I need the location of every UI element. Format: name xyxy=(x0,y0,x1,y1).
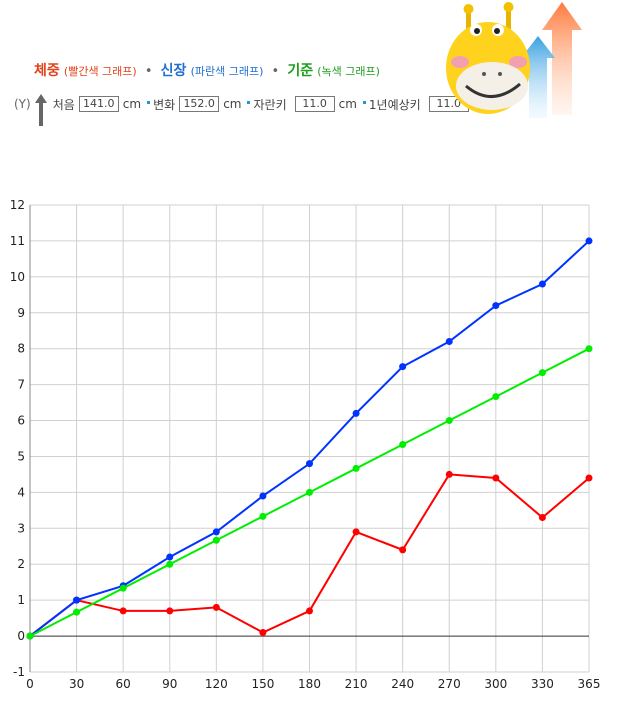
bullet-icon xyxy=(362,100,366,104)
standard-title: 기준 xyxy=(287,63,314,79)
x-tick-label: 365 xyxy=(578,677,601,691)
chart-series xyxy=(26,237,593,640)
height-note: (파란색 그래프) xyxy=(190,65,264,78)
x-tick-label: 210 xyxy=(345,677,368,691)
chart-grid xyxy=(29,204,590,673)
height-data-point xyxy=(73,596,81,604)
standard-data-point xyxy=(399,440,407,448)
y-tick-label: 3 xyxy=(17,521,25,535)
y-tick-label: 10 xyxy=(10,270,25,284)
standard-data-point xyxy=(585,345,593,353)
weight-data-point xyxy=(492,474,500,482)
height-data-point xyxy=(585,237,593,245)
up-arrow-icon xyxy=(34,94,47,126)
height-data-point xyxy=(166,553,174,561)
height-data-point xyxy=(212,528,220,536)
standard-data-point xyxy=(166,560,174,568)
y-tick-label: 7 xyxy=(17,378,25,392)
weight-data-point xyxy=(212,603,220,611)
height-data-point xyxy=(306,460,313,468)
y-tick-label: 0 xyxy=(17,629,25,643)
weight-data-point xyxy=(585,474,593,482)
growth-value-field[interactable]: 11.0 xyxy=(294,96,335,112)
weight-note: (빨간색 그래프) xyxy=(63,65,137,78)
x-tick-label: 300 xyxy=(484,677,507,691)
standard-data-point xyxy=(492,393,500,401)
legend-separator: • xyxy=(144,64,153,79)
legend-separator: • xyxy=(271,64,280,79)
y-axis-label: (Y) xyxy=(14,97,31,111)
weight-data-point xyxy=(259,628,267,636)
y-tick-label: 2 xyxy=(17,557,25,571)
y-tick-label: 6 xyxy=(17,414,25,428)
weight-data-point xyxy=(166,607,174,615)
y-tick-label: -1 xyxy=(13,665,25,679)
chart-axes xyxy=(29,205,589,672)
standard-data-point xyxy=(119,584,127,592)
first-unit: cm xyxy=(122,97,142,111)
standard-data-point xyxy=(306,488,313,496)
bullet-icon xyxy=(247,100,251,104)
weight-data-point xyxy=(538,514,546,522)
growth-info-bar: (Y) 처음 141.0 cm 변화 152.0 cm 자란키 11.0 cm … xyxy=(14,88,491,126)
y-tick-label: 9 xyxy=(17,306,25,320)
growth-unit: cm xyxy=(338,97,357,111)
standard-data-point xyxy=(259,512,267,520)
standard-data-point xyxy=(445,417,453,425)
weight-data-point xyxy=(352,528,360,536)
height-data-point xyxy=(445,338,453,346)
height-data-point xyxy=(538,280,546,288)
first-value-field[interactable]: 141.0 xyxy=(78,96,119,112)
standard-data-point xyxy=(26,632,34,640)
weight-data-point xyxy=(445,470,453,478)
height-data-point xyxy=(492,302,500,310)
change-unit: cm xyxy=(223,97,242,111)
x-tick-label: 30 xyxy=(69,677,84,691)
x-tick-label: 120 xyxy=(205,677,228,691)
weight-data-point xyxy=(399,546,407,554)
standard-data-point xyxy=(73,608,81,616)
change-value-field[interactable]: 152.0 xyxy=(179,96,220,112)
y-tick-label: 5 xyxy=(17,449,25,463)
chart-legend: 체중 (빨간색 그래프) • 신장 (파란색 그래프) • 기준 (녹색 그래프… xyxy=(34,60,380,80)
y-tick-label: 4 xyxy=(17,485,25,499)
first-label: 처음 xyxy=(52,97,75,112)
y-tick-label: 12 xyxy=(10,198,25,212)
height-title: 신장 xyxy=(160,63,187,79)
x-tick-label: 240 xyxy=(391,677,414,691)
y-tick-label: 1 xyxy=(17,593,25,607)
y-tick-label: 11 xyxy=(10,234,25,248)
x-tick-label: 0 xyxy=(26,677,34,691)
weight-title: 체중 xyxy=(34,63,60,79)
standard-data-point xyxy=(538,369,546,377)
expected-label: 1년예상키 xyxy=(368,97,421,112)
bullet-icon xyxy=(147,100,151,104)
weight-data-point xyxy=(306,607,313,615)
standard-data-point xyxy=(352,464,360,472)
x-tick-label: 270 xyxy=(438,677,461,691)
x-tick-label: 150 xyxy=(251,677,274,691)
growth-label: 자란키 xyxy=(253,97,287,112)
standard-data-point xyxy=(212,536,220,544)
x-tick-label: 60 xyxy=(116,677,131,691)
giraffe-mascot-icon xyxy=(440,0,590,120)
height-data-point xyxy=(399,363,407,371)
x-tick-label: 180 xyxy=(298,677,321,691)
change-label: 변화 xyxy=(153,97,176,112)
weight-data-point xyxy=(119,607,127,615)
height-data-point xyxy=(259,492,267,500)
standard-note: (녹색 그래프) xyxy=(317,65,380,78)
x-tick-label: 330 xyxy=(531,677,554,691)
y-tick-label: 8 xyxy=(17,342,25,356)
x-tick-label: 90 xyxy=(162,677,177,691)
height-data-point xyxy=(352,409,360,417)
